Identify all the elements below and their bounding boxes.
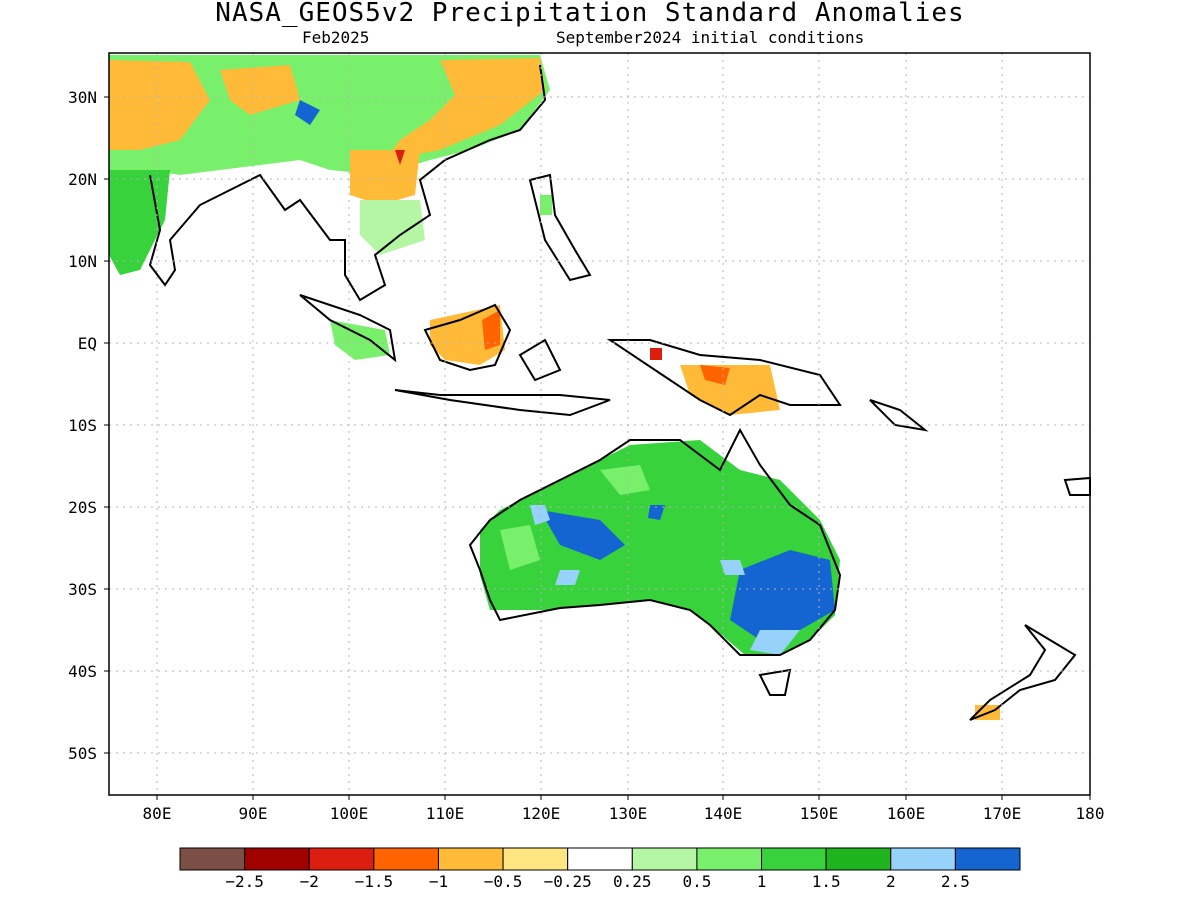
colorbar-swatch bbox=[890, 847, 956, 871]
map-title: NASA_GEOS5v2 Precipitation Standard Anom… bbox=[215, 0, 965, 28]
lat-tick-label: EQ bbox=[78, 334, 97, 353]
lat-tick-label: 30S bbox=[68, 580, 97, 599]
colorbar: −2.5 −2 −1.5 −1 −0.5 −0.25 0.25 0.5 1 1.5 2 2.5 bbox=[179, 847, 1021, 891]
lat-tick-label: 50S bbox=[68, 744, 97, 763]
valid-month: Feb2025 bbox=[302, 28, 370, 47]
lon-tick-label: 180 bbox=[1076, 804, 1105, 823]
graticule bbox=[109, 53, 1090, 795]
lon-tick-label: 140E bbox=[704, 804, 743, 823]
lon-tick-label: 170E bbox=[983, 804, 1022, 823]
anomaly-fills bbox=[109, 55, 1000, 720]
colorbar-swatch bbox=[954, 847, 1021, 871]
colorbar-swatch bbox=[696, 847, 763, 871]
colorbar-swatch bbox=[761, 847, 827, 871]
lat-tick-label: 40S bbox=[68, 662, 97, 681]
lon-tick-label: 130E bbox=[609, 804, 648, 823]
colorbar-label: 0.25 bbox=[613, 872, 652, 891]
colorbar-label: −1 bbox=[429, 872, 448, 891]
colorbar-swatch bbox=[179, 847, 246, 871]
lat-tick-label: 10S bbox=[68, 416, 97, 435]
axis-ticks: 30N 20N 10N EQ 10S 20S 30S 40S 50S 80E 90E 100E 110E… bbox=[68, 88, 1104, 823]
lon-tick-label: 90E bbox=[239, 804, 268, 823]
lon-tick-label: 120E bbox=[522, 804, 561, 823]
lat-tick-label: 20S bbox=[68, 498, 97, 517]
coastlines bbox=[148, 64, 1091, 721]
colorbar-swatch bbox=[631, 847, 698, 871]
plot-frame bbox=[108, 52, 1091, 796]
colorbar-label: 1 bbox=[757, 872, 767, 891]
colorbar-swatch bbox=[373, 847, 439, 871]
colorbar-label: −2 bbox=[300, 872, 319, 891]
colorbar-label: −2.5 bbox=[225, 872, 264, 891]
colorbar-label: −0.5 bbox=[484, 872, 523, 891]
colorbar-swatch bbox=[244, 847, 310, 871]
colorbar-swatch bbox=[308, 847, 375, 871]
lat-tick-label: 20N bbox=[68, 170, 97, 189]
lon-tick-label: 100E bbox=[330, 804, 369, 823]
lon-tick-label: 150E bbox=[800, 804, 839, 823]
lon-tick-label: 160E bbox=[887, 804, 926, 823]
colorbar-swatch bbox=[502, 847, 569, 871]
lat-tick-label: 10N bbox=[68, 252, 97, 271]
colorbar-swatch bbox=[567, 847, 633, 871]
colorbar-label: −1.5 bbox=[355, 872, 394, 891]
colorbar-label: 2.5 bbox=[941, 872, 970, 891]
lon-tick-label: 110E bbox=[426, 804, 465, 823]
colorbar-label: 0.5 bbox=[682, 872, 711, 891]
colorbar-swatch bbox=[825, 847, 892, 871]
init-conditions: September2024 initial conditions bbox=[556, 28, 865, 47]
colorbar-label: 2 bbox=[886, 872, 896, 891]
lat-tick-label: 30N bbox=[68, 88, 97, 107]
colorbar-swatch bbox=[437, 847, 504, 871]
colorbar-label: 1.5 bbox=[812, 872, 841, 891]
colorbar-label: −0.25 bbox=[544, 872, 592, 891]
lon-tick-label: 80E bbox=[143, 804, 172, 823]
